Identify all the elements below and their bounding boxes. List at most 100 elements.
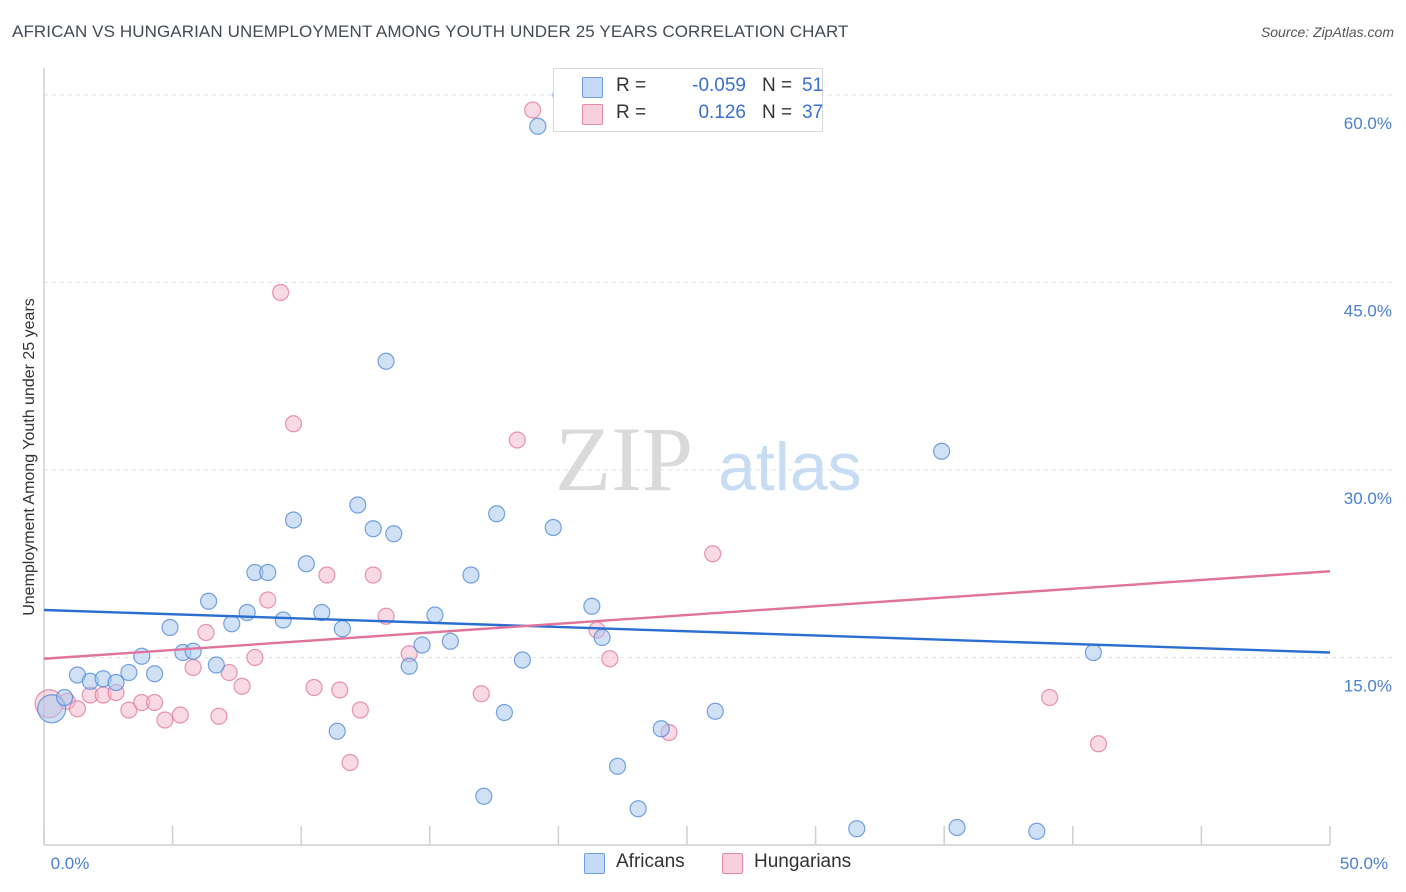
x-tick-max: 50.0% bbox=[1340, 854, 1388, 873]
x-axis-ticks bbox=[43, 826, 1331, 845]
point-hungarians bbox=[364, 566, 382, 584]
point-hungarians bbox=[331, 681, 349, 699]
point-hungarians bbox=[341, 753, 359, 772]
point-africans bbox=[274, 611, 292, 629]
point-africans bbox=[948, 818, 966, 837]
y-tick-label: 30.0% bbox=[1344, 489, 1392, 508]
point-africans bbox=[400, 657, 418, 675]
point-hungarians bbox=[68, 700, 87, 718]
legend-n-label: N = bbox=[762, 75, 793, 96]
point-africans bbox=[848, 820, 866, 838]
point-africans bbox=[475, 787, 493, 805]
point-africans bbox=[593, 628, 611, 647]
point-hungarians bbox=[1041, 688, 1059, 707]
point-africans bbox=[297, 555, 315, 573]
point-africans bbox=[652, 720, 670, 738]
bottom-legend-label-hungarians: Hungarians bbox=[754, 851, 852, 872]
trend-line-hungarians bbox=[43, 570, 1331, 660]
point-hungarians bbox=[305, 678, 323, 697]
legend-box: R = -0.059 N = 51 R = 0.126 N = 37 bbox=[553, 68, 823, 132]
point-africans bbox=[259, 563, 277, 582]
point-africans bbox=[223, 615, 241, 633]
point-hungarians bbox=[120, 701, 138, 719]
point-hungarians bbox=[259, 591, 277, 609]
point-africans bbox=[426, 606, 444, 624]
chart-title: AFRICAN VS HUNGARIAN UNEMPLOYMENT AMONG … bbox=[12, 22, 849, 41]
y-tick-labels: 15.0% 30.0% 45.0% 60.0% bbox=[1344, 114, 1392, 696]
point-africans bbox=[629, 800, 647, 818]
point-hungarians bbox=[171, 706, 189, 724]
point-hungarians bbox=[272, 283, 290, 302]
point-hungarians bbox=[318, 566, 336, 584]
point-africans bbox=[328, 722, 346, 740]
point-africans bbox=[513, 651, 531, 669]
legend-r-value: -0.059 bbox=[692, 75, 746, 96]
point-hungarians bbox=[246, 648, 264, 667]
watermark: ZIP atlas bbox=[555, 408, 862, 510]
y-tick-label: 15.0% bbox=[1344, 677, 1392, 696]
legend-r-label: R = bbox=[616, 75, 647, 96]
point-africans bbox=[529, 117, 547, 135]
point-africans bbox=[385, 525, 403, 543]
point-hungarians bbox=[601, 650, 619, 668]
point-africans bbox=[583, 597, 601, 615]
point-hungarians bbox=[184, 658, 202, 677]
point-hungarians bbox=[704, 545, 722, 563]
point-africans bbox=[413, 636, 431, 654]
point-hungarians bbox=[210, 707, 228, 725]
point-africans bbox=[107, 673, 125, 692]
point-africans bbox=[364, 520, 382, 538]
point-africans bbox=[608, 757, 627, 775]
point-africans bbox=[462, 566, 480, 584]
point-africans bbox=[145, 665, 164, 683]
point-africans bbox=[120, 663, 138, 682]
grid-lines bbox=[44, 94, 1392, 658]
point-africans bbox=[55, 688, 74, 707]
bottom-legend-swatch-hungarians bbox=[722, 853, 743, 874]
point-africans bbox=[933, 442, 951, 460]
point-hungarians bbox=[233, 677, 251, 695]
point-africans bbox=[207, 656, 225, 674]
legend-n-label: N = bbox=[762, 102, 793, 123]
y-axis-label: Unemployment Among Youth under 25 years bbox=[21, 298, 38, 616]
trend-lines bbox=[43, 570, 1331, 660]
point-hungarians bbox=[284, 415, 303, 433]
point-africans bbox=[488, 505, 506, 523]
x-tick-min: 0.0% bbox=[51, 854, 90, 873]
point-africans bbox=[1028, 822, 1046, 840]
point-hungarians bbox=[472, 685, 490, 703]
point-africans bbox=[313, 603, 331, 622]
point-hungarians bbox=[197, 623, 215, 642]
point-hungarians bbox=[1089, 735, 1108, 753]
point-africans bbox=[441, 632, 459, 650]
point-hungarians bbox=[145, 693, 164, 712]
chart-source: Source: ZipAtlas.com bbox=[1260, 24, 1394, 40]
trend-line-africans bbox=[43, 608, 1331, 654]
point-africans bbox=[333, 620, 351, 638]
point-africans bbox=[706, 702, 724, 720]
point-africans bbox=[495, 703, 513, 722]
point-africans bbox=[284, 511, 303, 529]
point-hungarians bbox=[220, 663, 238, 682]
point-hungarians bbox=[524, 101, 542, 119]
bottom-legend-label-africans: Africans bbox=[616, 851, 685, 872]
point-africans bbox=[1084, 643, 1102, 662]
point-africans bbox=[349, 496, 367, 514]
point-hungarians bbox=[156, 711, 174, 729]
point-africans bbox=[377, 352, 395, 370]
point-africans bbox=[200, 592, 218, 610]
watermark-zip: ZIP bbox=[555, 408, 693, 510]
point-hungarians bbox=[508, 431, 526, 449]
bottom-legend-swatch-africans bbox=[584, 853, 605, 874]
y-tick-label: 45.0% bbox=[1344, 302, 1392, 321]
legend-swatch-hungarians bbox=[582, 104, 603, 125]
legend-r-label: R = bbox=[616, 102, 647, 123]
watermark-atlas: atlas bbox=[718, 429, 862, 505]
point-africans bbox=[184, 642, 202, 660]
point-hungarians bbox=[351, 701, 369, 719]
y-tick-label: 60.0% bbox=[1344, 114, 1392, 133]
legend-swatch-africans bbox=[582, 77, 603, 98]
legend-r-value: 0.126 bbox=[698, 102, 746, 123]
point-africans bbox=[161, 618, 179, 637]
